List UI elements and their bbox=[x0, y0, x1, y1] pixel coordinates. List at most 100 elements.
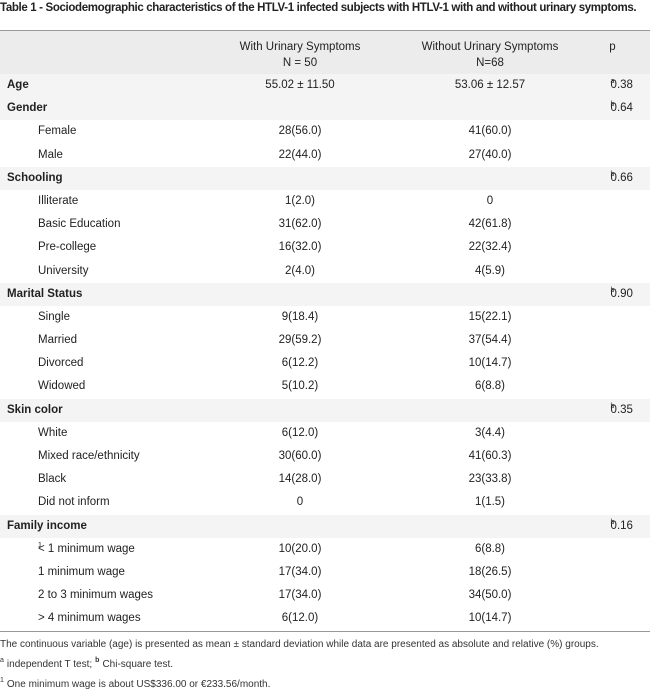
cell: 1(1.5) bbox=[474, 496, 506, 509]
table-title: Table 1 - Sociodemographic characteristi… bbox=[0, 2, 637, 14]
p-text: 0.66 bbox=[610, 171, 633, 184]
label-text: Male bbox=[38, 148, 63, 161]
label-text: Family income bbox=[7, 519, 87, 532]
column-header: p bbox=[585, 39, 640, 55]
footnote-text: independent T test; bbox=[6, 659, 93, 670]
cell: 14(28.0) bbox=[278, 473, 322, 486]
cell: 22(32.4) bbox=[468, 241, 512, 254]
label-text: 1 minimum wage bbox=[38, 565, 125, 578]
cell: 23(33.8) bbox=[468, 473, 512, 486]
p-text: 0.16 bbox=[610, 519, 633, 532]
label-text: Illiterate bbox=[38, 194, 79, 207]
label-text: Gender bbox=[7, 102, 48, 115]
cell: 37(54.4) bbox=[468, 334, 512, 347]
label-text: Did not inform bbox=[38, 496, 110, 509]
p-note: b bbox=[610, 402, 615, 410]
cell: 0 bbox=[486, 194, 494, 207]
item-row: Illiterate 1(2.0) 0 bbox=[0, 190, 650, 213]
header-text: With Urinary Symptoms bbox=[239, 41, 361, 53]
cell: 17(34.0) bbox=[278, 589, 322, 602]
label-text: Pre-college bbox=[38, 241, 97, 254]
section-row: Gender 0.64 b bbox=[0, 97, 650, 121]
cell: 6(8.8) bbox=[474, 380, 506, 393]
cell: 0 bbox=[296, 496, 304, 509]
label-text: Skin color bbox=[7, 403, 63, 416]
p-value: 0.66 b bbox=[585, 167, 640, 190]
item-row: < 1 minimum wage 1 10(20.0) 6(8.8) bbox=[0, 538, 650, 561]
cell: 34(50.0) bbox=[468, 589, 512, 602]
item-row: Married 29(59.2) 37(54.4) bbox=[0, 329, 650, 352]
header-text: Without Urinary Symptoms bbox=[421, 41, 559, 53]
label-text: University bbox=[38, 264, 89, 277]
cell: 30(60.0) bbox=[278, 450, 322, 462]
footnote-item: 1 One minimum wage is about US$336.00 or … bbox=[0, 677, 271, 690]
item-row: Female 28(56.0) 41(60.0) bbox=[0, 120, 650, 143]
label-text: Age bbox=[7, 79, 29, 91]
label-text: > 4 minimum wages bbox=[38, 612, 141, 625]
section-row: Skin color 0.35 b bbox=[0, 398, 650, 422]
footnote: 1 One minimum wage is about US$336.00 or … bbox=[0, 677, 650, 697]
table-body: Age 55.02 ± 11.50 53.06 ± 12.57 0.38 a Gender… bbox=[0, 74, 650, 632]
column-header: Without Urinary Symptoms N=68 bbox=[395, 39, 585, 71]
footnote: The continuous variable (age) is present… bbox=[0, 637, 650, 657]
item-row: Pre-college 16(32.0) 22(32.4) bbox=[0, 236, 650, 259]
label-text: Divorced bbox=[38, 357, 84, 370]
p-value: 0.38 a bbox=[585, 74, 640, 97]
cell: 18(26.5) bbox=[468, 565, 512, 578]
label-text: Married bbox=[38, 334, 77, 347]
cell: 15(22.1) bbox=[468, 310, 512, 323]
item-row: Male 22(44.0) 27(40.0) bbox=[0, 144, 650, 167]
label-text: Female bbox=[38, 125, 77, 138]
label-text: Black bbox=[38, 473, 67, 486]
p-value: 0.16 b bbox=[585, 515, 640, 538]
cell: 3(4.4) bbox=[474, 426, 506, 439]
p-note: b bbox=[610, 286, 615, 294]
section-row: Age 55.02 ± 11.50 53.06 ± 12.57 0.38 a bbox=[0, 74, 650, 98]
cell: 6(12.0) bbox=[281, 612, 319, 625]
label-text: Mixed race/ethnicity bbox=[38, 450, 140, 462]
label-text: Single bbox=[38, 310, 70, 323]
cell: 1(2.0) bbox=[284, 194, 316, 207]
cell: 2(4.0) bbox=[284, 264, 316, 277]
item-row: 1 minimum wage 17(34.0) 18(26.5) bbox=[0, 561, 650, 584]
item-row: > 4 minimum wages 6(12.0) 10(14.7) bbox=[0, 607, 650, 630]
footnote-text: One minimum wage is about US$336.00 or €… bbox=[6, 679, 271, 690]
cell: 6(12.2) bbox=[281, 357, 319, 370]
cell: 6(8.8) bbox=[474, 542, 506, 555]
item-row: 2 to 3 minimum wages 17(34.0) 34(50.0) bbox=[0, 584, 650, 607]
cell: 10(20.0) bbox=[278, 542, 322, 555]
cell: 16(32.0) bbox=[278, 241, 322, 254]
cell: 17(34.0) bbox=[278, 565, 322, 578]
footnote-item: a independent T test; bbox=[0, 657, 93, 670]
footnote: a independent T test; b Chi-square test. bbox=[0, 657, 650, 677]
item-row: University 2(4.0) 4(5.9) bbox=[0, 260, 650, 283]
table-header: With Urinary Symptoms N = 50 Without Urin… bbox=[0, 30, 650, 76]
cell: 53.06 ± 12.57 bbox=[454, 79, 526, 91]
cell: 10(14.7) bbox=[468, 612, 512, 625]
header-n: N=68 bbox=[476, 57, 504, 69]
cell: 5(10.2) bbox=[281, 380, 319, 393]
cell: 27(40.0) bbox=[468, 148, 512, 161]
footnote-item: b Chi-square test. bbox=[95, 657, 173, 670]
label-text: White bbox=[38, 426, 68, 439]
item-row: Divorced 6(12.2) 10(14.7) bbox=[0, 352, 650, 375]
header-text: p bbox=[609, 41, 616, 53]
row-label: < 1 minimum wage 1 bbox=[38, 538, 135, 561]
item-row: White 6(12.0) 3(4.4) bbox=[0, 422, 650, 445]
section-row: Schooling 0.66 b bbox=[0, 166, 650, 190]
cell: 41(60.0) bbox=[468, 125, 512, 138]
p-note: a bbox=[610, 78, 615, 85]
cell: 22(44.0) bbox=[278, 148, 322, 161]
footnote-mark: b bbox=[95, 657, 100, 664]
cell: 29(59.2) bbox=[278, 334, 322, 347]
p-value: 0.35 b bbox=[585, 399, 640, 422]
footnote-mark: a bbox=[0, 657, 4, 664]
footnote-mark: 1 bbox=[0, 677, 4, 684]
p-text: 0.90 bbox=[610, 287, 633, 300]
p-text: 0.35 bbox=[610, 403, 633, 416]
item-row: Did not inform 0 1(1.5) bbox=[0, 491, 650, 514]
cell: 41(60.3) bbox=[468, 450, 512, 462]
label-text: Basic Education bbox=[38, 218, 121, 231]
item-row: Basic Education 31(62.0) 42(61.8) bbox=[0, 213, 650, 236]
